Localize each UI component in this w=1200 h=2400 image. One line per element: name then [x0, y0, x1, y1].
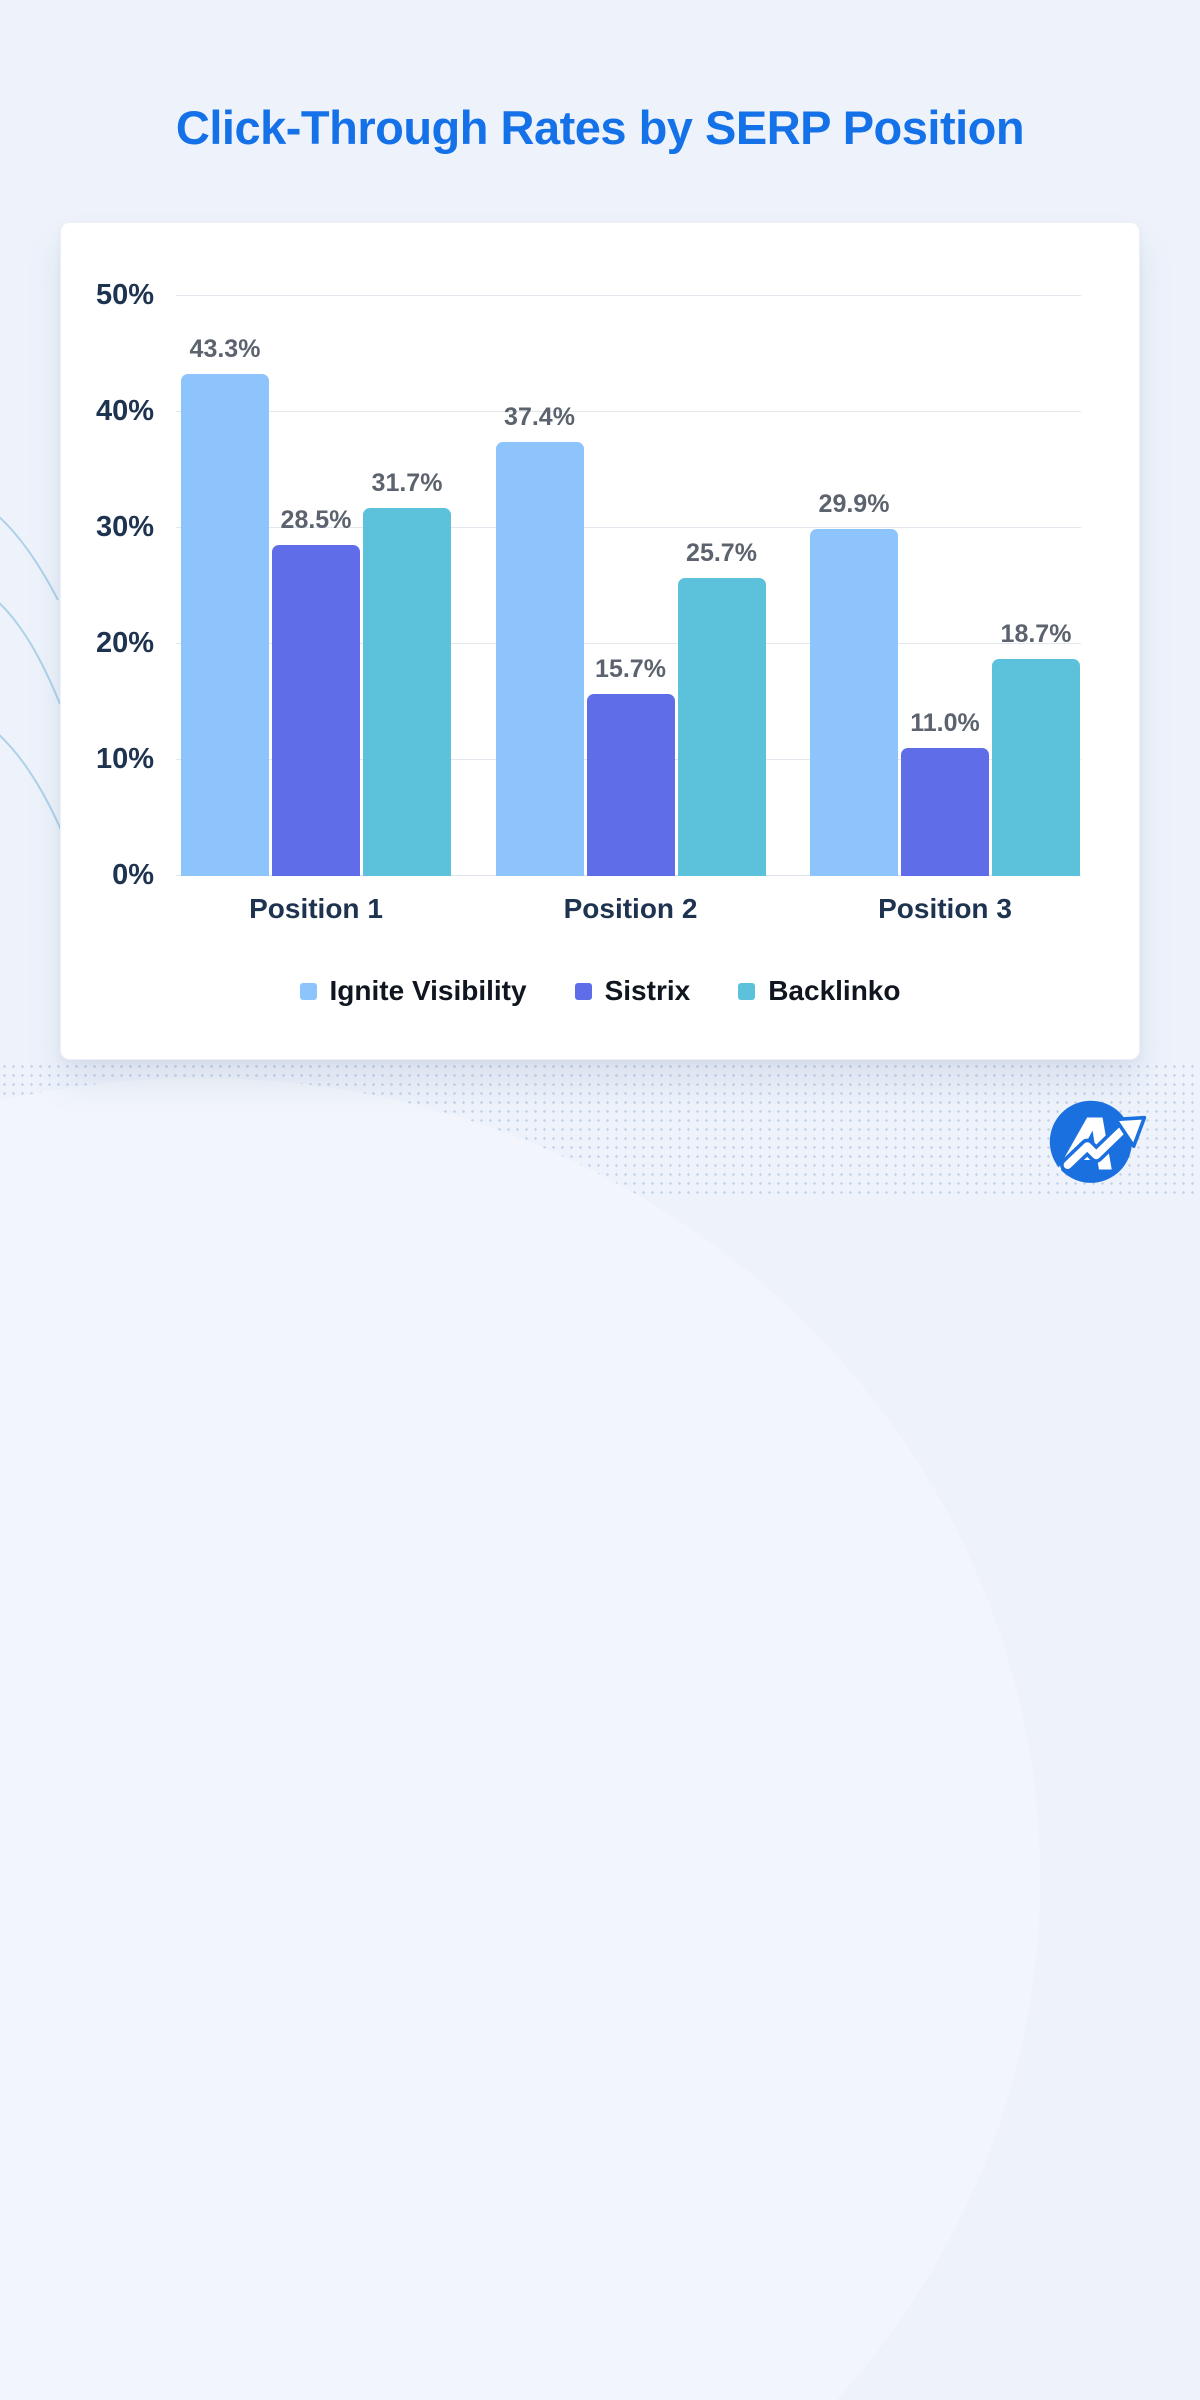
bar: 31.7%	[363, 469, 451, 876]
arc-lines-decoration	[0, 516, 63, 833]
y-axis-tick-label: 0%	[112, 859, 154, 891]
x-axis-category-label: Position 3	[878, 893, 1012, 924]
bar-value-label: 29.9%	[818, 490, 890, 519]
plot-area: 0% 10% 20% 30% 40% 50% 43.3% 28.5% 31.7% Position…	[96, 281, 1081, 924]
legend-item: Ignite Visibility	[299, 975, 527, 1007]
bar-group-3: 29.9% 11.0% 18.7% Position 3	[810, 296, 1080, 924]
bar: 28.5%	[272, 506, 360, 876]
legend-label: Backlinko	[768, 975, 901, 1006]
bar-value-label: 18.7%	[1000, 620, 1072, 649]
curve-decoration	[0, 1078, 1040, 2400]
bar-value-label: 28.5%	[280, 506, 352, 535]
bar-groups: 43.3% 28.5% 31.7% Position 1 37.4% 15.7% 25.7%…	[176, 296, 1081, 924]
x-axis-category-label: Position 1	[249, 893, 383, 924]
bar: 18.7%	[992, 620, 1080, 876]
x-axis-category-label: Position 2	[563, 893, 698, 924]
bar: 29.9%	[810, 490, 898, 876]
bar: 25.7%	[677, 539, 766, 876]
legend-swatch-icon	[738, 982, 756, 1000]
agency-analytics-logo: A	[1048, 1092, 1148, 1188]
bar: 11.0%	[901, 709, 989, 876]
bar-value-label: 11.0%	[910, 709, 980, 738]
legend-swatch-icon	[574, 982, 592, 1000]
y-axis-tick-label: 20%	[95, 627, 154, 659]
gridline-40%	[176, 411, 1081, 412]
gridline-50%	[176, 295, 1081, 296]
legend-swatch-icon	[299, 982, 317, 1000]
legend: Ignite Visibility Sistrix Backlinko	[61, 975, 1139, 1007]
bar-value-label: 31.7%	[371, 469, 443, 498]
gridline-20%	[176, 643, 1081, 644]
y-axis-tick-label: 30%	[95, 511, 154, 543]
bar-group-1: 43.3% 28.5% 31.7% Position 1	[181, 296, 451, 924]
chart-title: Click-Through Rates by SERP Position	[175, 101, 1025, 154]
bar-value-label: 37.4%	[504, 403, 575, 432]
bar: 37.4%	[495, 403, 584, 876]
bar-value-label: 43.3%	[189, 334, 261, 363]
legend-label: Sistrix	[604, 975, 691, 1006]
bar-value-label: 25.7%	[686, 538, 757, 567]
logo-arrow-head	[1114, 1115, 1147, 1149]
bar-group-2: 37.4% 15.7% 25.7% Position 2	[495, 296, 766, 924]
bar: 43.3%	[181, 335, 269, 876]
legend-item: Sistrix	[574, 975, 691, 1007]
chart-card: 0% 10% 20% 30% 40% 50% 43.3% 28.5% 31.7% Position…	[60, 222, 1140, 1060]
legend-label: Ignite Visibility	[329, 975, 527, 1006]
bar: 15.7%	[586, 655, 675, 876]
bar-value-label: 15.7%	[595, 654, 666, 683]
y-axis-tick-label: 10%	[95, 743, 154, 775]
gridline-30%	[176, 527, 1081, 528]
y-axis-tick-label: 50%	[95, 279, 154, 311]
y-axis-tick-label: 40%	[95, 395, 154, 427]
legend-item: Backlinko	[738, 975, 900, 1007]
